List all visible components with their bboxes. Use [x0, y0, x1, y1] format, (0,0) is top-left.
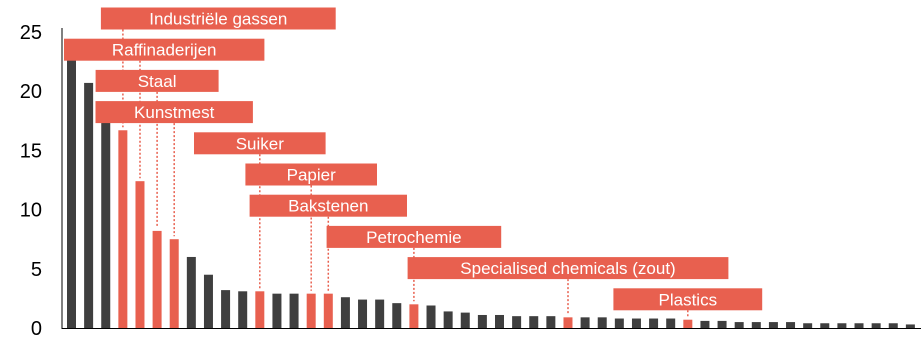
bar [477, 314, 487, 328]
y-tick-label: 15 [20, 140, 42, 162]
annotation-label: Industriële gassen [149, 10, 287, 29]
highlighted-bar [152, 230, 162, 328]
annotation-label: Plastics [659, 290, 718, 309]
bar [854, 323, 864, 328]
bar [546, 316, 556, 328]
bar [101, 112, 111, 328]
annotation-label: Petrochemie [366, 228, 461, 247]
bar [67, 42, 76, 328]
bar [837, 323, 847, 328]
bar [495, 314, 504, 328]
bar [358, 299, 368, 328]
bar [186, 256, 196, 328]
bar [768, 322, 778, 328]
annotation-label: Specialised chemicals (zout) [460, 259, 675, 278]
bar [289, 293, 299, 328]
y-tick-label: 10 [20, 200, 42, 222]
annotation-label: Bakstenen [288, 197, 368, 216]
annotation-box [95, 101, 253, 124]
bar [888, 323, 898, 328]
y-tick-label: 0 [31, 318, 42, 338]
annotation-box [95, 69, 219, 92]
bar [700, 320, 710, 328]
bar [512, 316, 522, 328]
annotation-label: Staal [138, 72, 177, 91]
bar [905, 324, 915, 328]
bar [734, 322, 744, 328]
bar [820, 323, 830, 328]
bar [221, 290, 231, 328]
bar [666, 318, 676, 328]
annotation-label: Suiker [236, 134, 285, 153]
bar [786, 322, 796, 328]
annotations: Industriële gassen Raffinaderijen Staal Kun… [64, 7, 763, 317]
annotation-box [245, 163, 377, 186]
annotation-box [194, 132, 326, 155]
y-tick-label: 25 [20, 22, 42, 44]
y-tick-label: 20 [20, 81, 42, 103]
y-tick-label: 5 [31, 259, 42, 281]
highlighted-bar [169, 239, 179, 328]
annotation-box [407, 257, 729, 280]
bar [717, 320, 727, 328]
y-axis: 0 5 10 15 20 25 [20, 22, 921, 338]
bar [871, 323, 881, 328]
highlighted-bar [255, 291, 265, 328]
bar [272, 293, 282, 328]
annotation-box [613, 288, 763, 311]
bar [460, 312, 470, 328]
highlighted-bar [323, 293, 333, 328]
highlighted-bar [306, 293, 316, 328]
bar [238, 291, 248, 328]
bar [529, 316, 539, 328]
bar [803, 323, 813, 328]
bar [631, 318, 641, 328]
highlighted-bar [683, 319, 693, 328]
bar [84, 82, 94, 328]
annotation-box [249, 194, 407, 217]
annotation-label: Papier [287, 166, 336, 185]
bar [392, 303, 402, 328]
highlighted-bar [409, 304, 419, 328]
bar [597, 317, 607, 328]
highlighted-bar [563, 317, 573, 328]
bar [751, 322, 761, 328]
bar [443, 311, 453, 328]
annotation-box [326, 225, 502, 248]
bars [67, 42, 915, 328]
bar [203, 274, 213, 328]
annotation-box [64, 38, 265, 61]
annotation-box [100, 7, 336, 30]
bar [375, 299, 385, 328]
bar [580, 317, 590, 328]
bar [614, 318, 624, 328]
highlighted-bar [135, 181, 145, 328]
bar [340, 297, 350, 328]
annotation-label: Raffinaderijen [112, 41, 217, 60]
highlighted-bar [118, 130, 128, 328]
bar [426, 305, 436, 328]
bar [649, 318, 659, 328]
annotation-label: Kunstmest [134, 103, 215, 122]
